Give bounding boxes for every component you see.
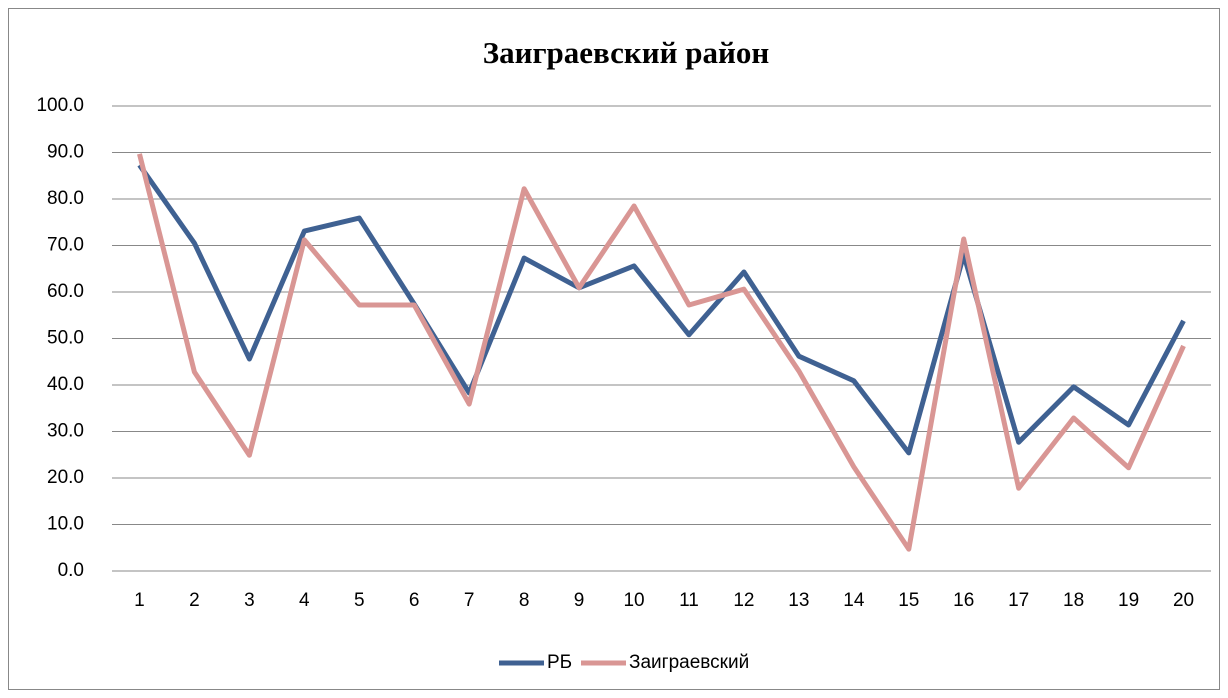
x-tick-label: 7	[464, 590, 475, 611]
series-line	[137, 163, 1186, 456]
y-tick-label: 30.0	[47, 421, 84, 442]
y-tick-label: 40.0	[47, 374, 84, 395]
legend-label: РБ	[547, 652, 572, 673]
x-tick-label: 12	[733, 590, 754, 611]
x-tick-label: 10	[623, 590, 644, 611]
y-tick-label: 10.0	[47, 514, 84, 535]
x-tick-label: 8	[519, 590, 530, 611]
x-tick-label: 1	[134, 590, 145, 611]
x-tick-label: 17	[1008, 590, 1029, 611]
x-tick-label: 14	[843, 590, 865, 611]
x-tick-label: 2	[189, 590, 200, 611]
y-tick-label: 60.0	[47, 281, 84, 302]
series-line	[137, 153, 1186, 552]
x-tick-label: 15	[898, 590, 919, 611]
x-tick-label: 16	[953, 590, 974, 611]
x-tick-label: 4	[299, 590, 310, 611]
chart-title: Заиграевский район	[483, 35, 770, 70]
y-tick-label: 80.0	[47, 188, 84, 209]
x-tick-label: 9	[574, 590, 585, 611]
y-tick-label: 20.0	[47, 467, 84, 488]
x-tick-label: 3	[244, 590, 255, 611]
x-tick-label: 18	[1063, 590, 1084, 611]
x-tick-label: 11	[679, 590, 699, 611]
x-tick-label: 5	[354, 590, 365, 611]
y-tick-label: 50.0	[47, 328, 84, 349]
x-tick-label: 6	[409, 590, 420, 611]
y-tick-label: 0.0	[58, 560, 84, 581]
y-tick-label: 90.0	[47, 142, 84, 163]
y-tick-label: 70.0	[47, 235, 84, 256]
x-tick-label: 20	[1173, 590, 1194, 611]
chart-frame	[8, 8, 1220, 690]
x-tick-label: 13	[788, 590, 809, 611]
y-tick-label: 100.0	[36, 95, 84, 116]
legend-label: Заиграевский	[629, 652, 749, 673]
x-tick-label: 19	[1118, 590, 1139, 611]
